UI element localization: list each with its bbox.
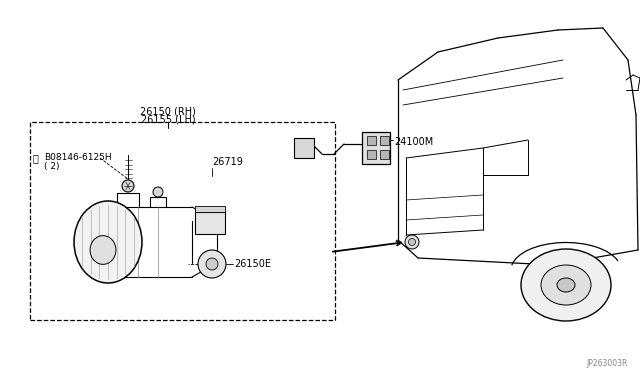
Circle shape (405, 235, 419, 249)
Text: 26719: 26719 (212, 157, 243, 167)
Ellipse shape (557, 278, 575, 292)
Bar (380, 136, 389, 145)
Circle shape (206, 258, 218, 270)
Bar (362, 132, 390, 164)
Text: ( 2): ( 2) (44, 163, 60, 171)
Ellipse shape (541, 265, 591, 305)
Circle shape (198, 250, 226, 278)
Text: B08146-6125H: B08146-6125H (44, 154, 111, 163)
Circle shape (408, 238, 415, 246)
Circle shape (122, 180, 134, 192)
Ellipse shape (90, 235, 116, 264)
Circle shape (153, 187, 163, 197)
Text: 26155 (LH): 26155 (LH) (141, 115, 195, 125)
Text: JP263003R: JP263003R (587, 359, 628, 368)
Bar (195, 212, 225, 234)
Bar (367, 136, 376, 145)
Bar (367, 150, 376, 159)
Ellipse shape (74, 201, 142, 283)
Bar (195, 206, 225, 212)
Text: 26150E: 26150E (234, 259, 271, 269)
Bar (294, 138, 314, 158)
Text: Ⓑ: Ⓑ (33, 153, 39, 163)
Text: 26150 (RH): 26150 (RH) (140, 106, 196, 116)
Bar (30, 122, 335, 320)
Bar (380, 150, 389, 159)
Ellipse shape (521, 249, 611, 321)
Text: 24100M: 24100M (394, 137, 433, 147)
